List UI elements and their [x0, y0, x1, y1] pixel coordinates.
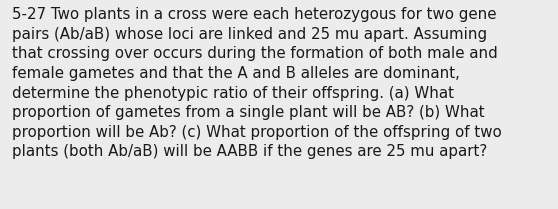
Text: 5-27 Two plants in a cross were each heterozygous for two gene
pairs (Ab/aB) who: 5-27 Two plants in a cross were each het… — [12, 7, 502, 159]
